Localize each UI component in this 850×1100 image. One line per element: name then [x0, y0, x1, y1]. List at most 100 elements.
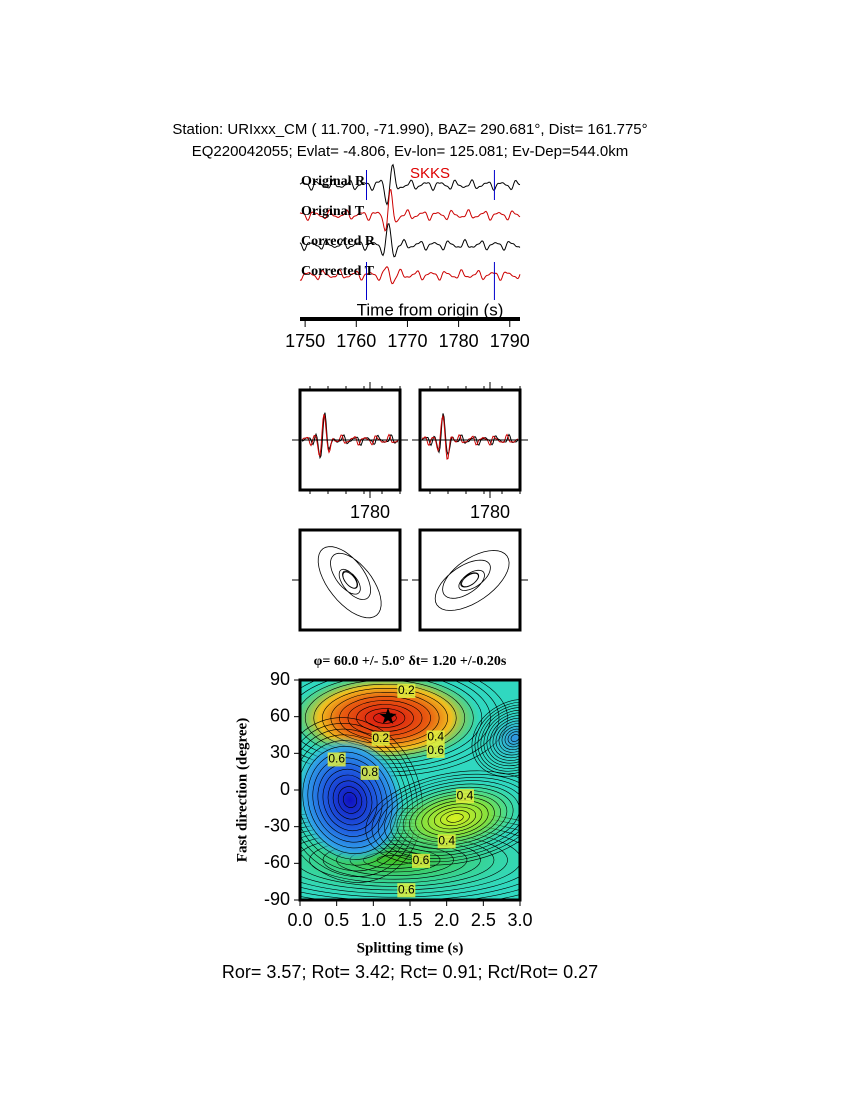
- contour-label: 0.8: [361, 765, 378, 779]
- contour-label-bg: [397, 883, 416, 898]
- contour-label-bg: [397, 684, 416, 698]
- x-tick-label: 2.5: [471, 910, 496, 930]
- contour-line: [446, 813, 464, 823]
- contour-line: [342, 792, 358, 808]
- phase-label: SKKS: [410, 165, 450, 182]
- waveform: [421, 413, 519, 456]
- contour-line: [507, 731, 520, 745]
- contour-label-bg: [456, 789, 474, 804]
- y-tick-label: -60: [264, 852, 290, 872]
- contour-line: [300, 723, 418, 877]
- contour-line: [492, 717, 520, 759]
- x-axis-label: Time from origin (s): [357, 300, 504, 319]
- contour-label: 0.2: [372, 731, 389, 745]
- contour-line: [471, 699, 520, 777]
- contour-line: [477, 704, 520, 772]
- contour-line: [440, 810, 470, 826]
- contour-label: 0.2: [398, 683, 415, 697]
- contour-label-bg: [412, 853, 430, 868]
- contour-line: [373, 712, 397, 724]
- contour-line: [501, 726, 520, 750]
- contour-line: [483, 709, 520, 767]
- contour-label: 0.6: [427, 743, 444, 757]
- x-tick-label: 3.0: [507, 910, 532, 930]
- panel-frame: [298, 388, 402, 492]
- x-tick-label: 1.5: [397, 910, 422, 930]
- x-tick-label: 1.0: [361, 910, 386, 930]
- chart-title: φ= 60.0 +/- 5.0° δt= 1.20 +/-0.20s: [314, 654, 507, 669]
- contour-line: [409, 793, 501, 843]
- y-tick-label: -90: [264, 889, 290, 909]
- x-tick-label: 2.0: [434, 910, 459, 930]
- header-line: Station: URIxxx_CM ( 11.700, -71.990), B…: [172, 121, 647, 138]
- contour-line: [402, 790, 508, 846]
- x-tick-label: 1770: [387, 331, 427, 351]
- contour-label: 0.4: [438, 834, 455, 848]
- contour-line: [486, 712, 520, 764]
- x-tick-label: 1790: [490, 331, 530, 351]
- contour-label: 0.6: [398, 882, 415, 896]
- contour-line: [377, 777, 520, 859]
- y-tick-label: 30: [270, 742, 290, 762]
- contour-label: 0.6: [413, 853, 430, 867]
- contour-label: 0.4: [427, 730, 444, 744]
- contour-line: [321, 687, 448, 748]
- misfit-region: [385, 781, 520, 855]
- waveform: [422, 414, 519, 460]
- trace-label: Corrected R: [301, 234, 376, 249]
- x-axis-label: Splitting time (s): [357, 940, 464, 956]
- x-tick-label: 0.5: [324, 910, 349, 930]
- contour-label-bg: [426, 730, 445, 745]
- y-tick-label: 90: [270, 669, 290, 689]
- contour-line: [421, 800, 489, 836]
- trace-label: Original T: [301, 204, 365, 219]
- contour-line: [365, 770, 520, 866]
- panel-frame: [418, 528, 522, 632]
- contour-line: [371, 773, 520, 863]
- footer: Ror= 3.57; Rot= 3.42; Rct= 0.91; Rct/Rot…: [222, 962, 598, 982]
- y-tick-label: -30: [264, 815, 290, 835]
- x-tick-label: 0.0: [287, 910, 312, 930]
- contour-line: [495, 720, 520, 756]
- contour-label-bg: [426, 743, 445, 758]
- x-tick-label: 1760: [336, 331, 376, 351]
- waveform: [299, 223, 521, 258]
- contour-label-bg: [327, 752, 346, 767]
- x-tick-label: 1780: [439, 331, 479, 351]
- waveform: [301, 412, 398, 460]
- contour-line: [300, 717, 423, 883]
- waveform: [299, 189, 521, 232]
- best-estimate: [379, 707, 397, 724]
- contour-line: [300, 728, 413, 872]
- particle-motion: [317, 546, 382, 619]
- trace-label: Original R: [301, 174, 366, 189]
- contour-label-bg: [371, 731, 390, 746]
- x-tick-label: 1780: [350, 502, 390, 522]
- contour-line: [498, 723, 520, 753]
- contour-line: [427, 803, 483, 833]
- contour-label: 0.4: [457, 788, 474, 802]
- contour-line: [384, 780, 520, 856]
- waveform: [299, 266, 521, 285]
- contour-line: [364, 708, 406, 728]
- contour-line: [337, 786, 363, 814]
- misfit-region: [481, 708, 520, 768]
- contour-line: [480, 707, 520, 769]
- header-line: EQ220042055; Evlat= -4.806, Ev-lon= 125.…: [192, 143, 629, 160]
- particle-motion: [434, 550, 510, 611]
- contour-label: 0.6: [328, 752, 345, 766]
- contour-line: [489, 715, 520, 761]
- x-tick-label: 1750: [285, 331, 325, 351]
- panel-frame: [418, 388, 522, 492]
- contour-line: [313, 683, 457, 753]
- y-tick-label: 0: [280, 779, 290, 799]
- contour-line: [302, 746, 398, 854]
- y-axis-label: Fast direction (degree): [234, 718, 250, 862]
- contour-label-bg: [360, 765, 379, 780]
- contour-line: [300, 740, 403, 860]
- contour-line: [327, 774, 373, 826]
- contour-line: [433, 806, 477, 830]
- contour-line: [415, 796, 495, 840]
- contour-line: [474, 701, 520, 775]
